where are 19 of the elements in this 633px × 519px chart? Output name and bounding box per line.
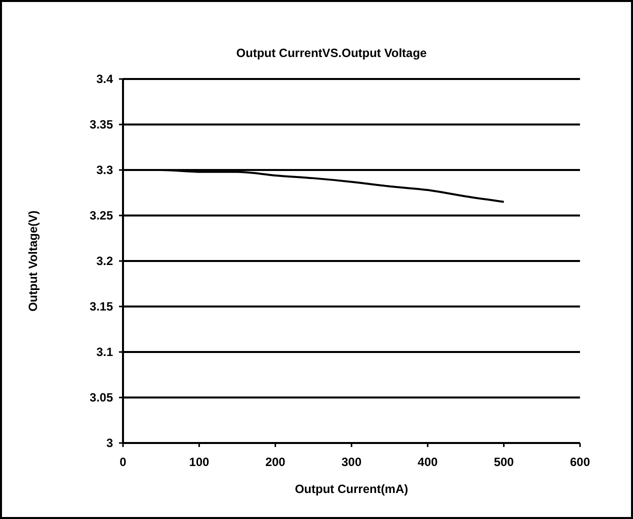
y-axis-title: Output Voltage(V) — [26, 210, 40, 312]
y-tick-label: 3.15 — [90, 300, 114, 314]
y-tick-label: 3.35 — [90, 118, 114, 132]
x-axis-title: Output Current(mA) — [294, 482, 408, 496]
x-tick-label: 100 — [189, 455, 210, 469]
x-tick-label: 500 — [494, 455, 514, 469]
y-tick-label: 3.05 — [90, 390, 114, 405]
chart-title: Output CurrentVS.Output Voltage — [236, 46, 428, 60]
y-tick-label: 3 — [106, 436, 114, 450]
x-tick-label: 200 — [265, 455, 286, 469]
x-tick-label: 600 — [570, 455, 590, 469]
y-tick-label: 3.1 — [96, 345, 114, 360]
y-tick-label: 3.2 — [96, 254, 114, 268]
x-tick-label: 400 — [418, 455, 438, 469]
y-tick-label: 3.4 — [96, 72, 114, 86]
y-tick-label: 3.3 — [96, 163, 114, 178]
x-tick-label: 0 — [120, 455, 127, 469]
y-tick-label: 3.25 — [90, 208, 114, 223]
x-tick-label: 300 — [341, 455, 362, 469]
